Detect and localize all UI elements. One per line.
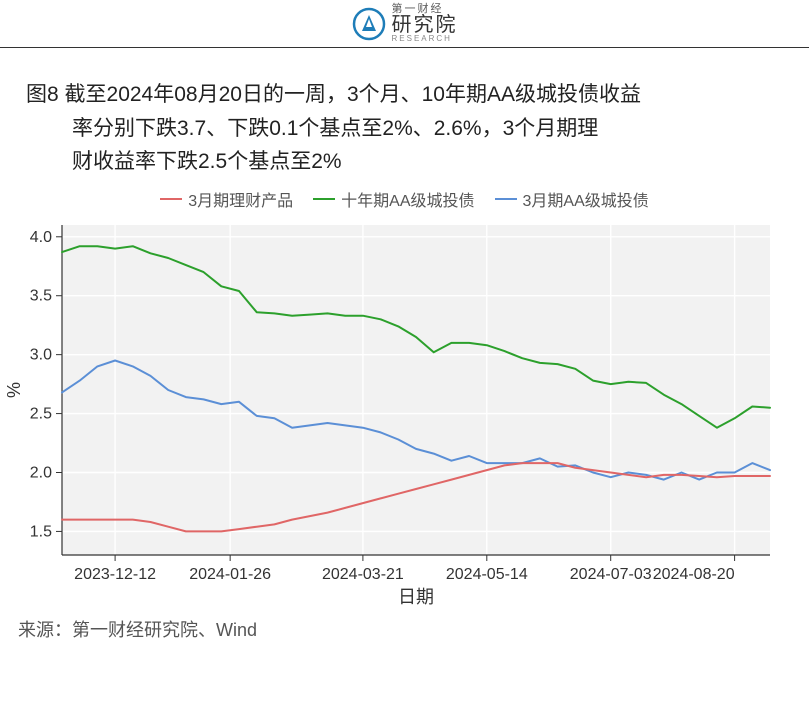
logo-icon (352, 7, 386, 41)
svg-text:2024-07-03: 2024-07-03 (570, 566, 652, 583)
brand-logo: 第一财经 研究院 RESEARCH (352, 4, 458, 43)
legend-item-2: 3月期AA级城投债 (495, 187, 649, 211)
legend-item-1: 十年期AA级城投债 (313, 187, 474, 211)
svg-text:2.0: 2.0 (30, 464, 52, 481)
caption-line-1: 图8 截至2024年08月20日的一周，3个月、10年期AA级城投债收益 (26, 78, 783, 112)
source-attribution: 来源：第一财经研究院、Wind (0, 610, 809, 642)
legend-label-1: 十年期AA级城投债 (341, 187, 474, 211)
caption-line-2: 率分别下跌3.7、下跌0.1个基点至2%、2.6%，3个月期理 (26, 112, 783, 146)
chart-container: 1.5 2.0 2.5 3.0 3.5 4.0 2023-12-12 2024-01-26 20… (0, 215, 809, 610)
legend-swatch-2 (495, 198, 517, 201)
brand-big: 研究院 (392, 15, 458, 35)
figure-caption: 图8 截至2024年08月20日的一周，3个月、10年期AA级城投债收益 率分别… (0, 48, 809, 185)
svg-text:2024-05-14: 2024-05-14 (446, 566, 528, 583)
svg-text:%: % (4, 382, 24, 398)
page-header: 第一财经 研究院 RESEARCH (0, 0, 809, 48)
chart-legend: 3月期理财产品 十年期AA级城投债 3月期AA级城投债 (0, 187, 809, 211)
legend-label-0: 3月期理财产品 (188, 187, 293, 211)
brand-sub: RESEARCH (392, 35, 458, 43)
caption-line-3: 财收益率下跌2.5个基点至2% (26, 145, 783, 179)
svg-text:2023-12-12: 2023-12-12 (74, 566, 156, 583)
svg-text:2024-03-21: 2024-03-21 (322, 566, 404, 583)
legend-item-0: 3月期理财产品 (160, 187, 293, 211)
svg-text:日期: 日期 (398, 587, 434, 605)
line-chart: 1.5 2.0 2.5 3.0 3.5 4.0 2023-12-12 2024-01-26 20… (0, 215, 780, 605)
svg-text:1.5: 1.5 (30, 523, 52, 540)
legend-swatch-1 (313, 198, 335, 201)
legend-label-2: 3月期AA级城投债 (523, 187, 649, 211)
legend-swatch-0 (160, 198, 182, 201)
svg-text:2024-01-26: 2024-01-26 (189, 566, 271, 583)
svg-text:3.0: 3.0 (30, 346, 52, 363)
brand-text: 第一财经 研究院 RESEARCH (392, 4, 458, 43)
svg-text:2024-08-20: 2024-08-20 (653, 566, 735, 583)
svg-text:4.0: 4.0 (30, 229, 52, 246)
svg-text:3.5: 3.5 (30, 287, 52, 304)
svg-text:2.5: 2.5 (30, 405, 52, 422)
